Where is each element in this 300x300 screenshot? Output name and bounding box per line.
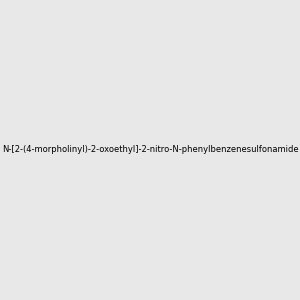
- Text: N-[2-(4-morpholinyl)-2-oxoethyl]-2-nitro-N-phenylbenzenesulfonamide: N-[2-(4-morpholinyl)-2-oxoethyl]-2-nitro…: [2, 146, 298, 154]
